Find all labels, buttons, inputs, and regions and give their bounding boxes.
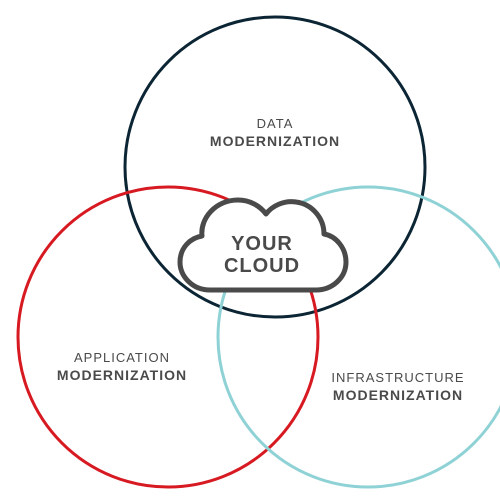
label-data-line1: DATA <box>257 116 294 131</box>
label-data-line2: MODERNIZATION <box>210 133 340 149</box>
center-label-line1: YOUR <box>231 233 293 255</box>
label-application-line1: APPLICATION <box>74 350 170 365</box>
label-application-line2: MODERNIZATION <box>57 367 187 383</box>
venn-diagram: YOUR CLOUD DATA MODERNIZATION APPLICATIO… <box>0 0 500 500</box>
label-infrastructure-line1: INFRASTRUCTURE <box>331 370 464 385</box>
center-label-line2: CLOUD <box>224 255 300 277</box>
label-infrastructure-line2: MODERNIZATION <box>333 387 463 403</box>
